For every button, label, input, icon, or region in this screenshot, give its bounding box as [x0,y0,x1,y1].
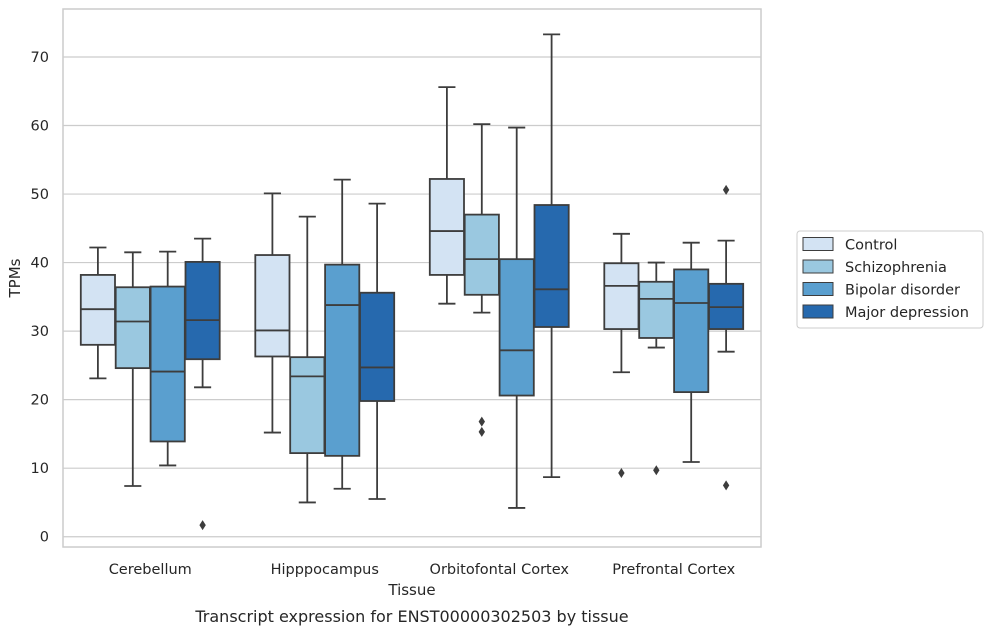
series-control [79,86,640,478]
box-body [428,178,465,276]
box [324,178,361,490]
legend-swatch [802,282,834,296]
legend-swatch [802,304,834,319]
box-body [254,254,291,358]
series-bipolar-disorder [149,126,710,509]
legend-swatch [802,237,834,251]
box-body [114,286,151,370]
y-axis-title: TPMs [6,258,24,298]
y-tick-label: 70 [31,50,49,66]
box [463,123,500,437]
box [498,126,535,509]
box [254,192,291,434]
legend-label: Schizophrenia [845,260,947,276]
legend: Control Schizophrenia Bipolar disorder Majo… [796,230,984,329]
box-body [638,280,675,339]
outlier-point [618,467,625,478]
box [184,237,221,531]
box [638,261,675,476]
box [673,241,710,463]
box-body [533,204,570,328]
x-tick-label: Orbitofontal Cortex [430,562,570,578]
box-body [289,356,326,455]
box [114,251,151,487]
x-tick-label: Prefrontal Cortex [612,562,735,578]
box-series [79,33,745,531]
legend-swatch [802,259,834,274]
series-schizophrenia [114,123,675,504]
y-axis-ticks: 0 10 20 30 40 50 60 70 [31,50,49,546]
box [289,215,326,504]
box [428,86,465,305]
y-tick-label: 60 [31,119,49,135]
plot-area-frame [62,8,762,548]
box [533,33,570,478]
outlier-point [722,480,730,491]
x-axis-ticks: Cerebellum Hipppocampus Orbitofontal Corte… [109,562,736,578]
outlier-point [478,426,485,437]
box-body [498,258,535,397]
legend-label: Control [845,238,897,254]
box-body [603,262,640,330]
box-body [673,268,710,394]
box-body [463,213,500,296]
x-axis-title: Tissue [387,581,435,599]
chart-caption: Transcript expression for ENST0000030250… [194,607,628,626]
box-body [184,260,221,361]
y-tick-label: 20 [31,393,49,409]
box [359,202,396,500]
outlier-point [653,465,660,476]
box [149,250,186,467]
y-tick-label: 50 [31,187,49,203]
y-tick-label: 40 [31,256,49,272]
box-body [359,291,396,402]
box-body [149,285,186,443]
legend-frame [796,230,984,329]
outlier-point [478,416,485,427]
y-tick-label: 0 [40,530,49,546]
outlier-point [722,184,730,195]
series-major-depression [184,33,745,531]
y-tick-label: 10 [31,461,49,477]
box-body [324,263,361,457]
y-tick-label: 30 [31,324,49,340]
box [79,246,116,380]
box [708,184,745,491]
legend-label: Bipolar disorder [845,283,960,299]
legend-label: Major depression [845,305,969,321]
x-tick-label: Cerebellum [109,562,192,578]
outlier-point [199,520,206,531]
x-tick-label: Hipppocampus [271,562,379,578]
box [603,232,640,478]
